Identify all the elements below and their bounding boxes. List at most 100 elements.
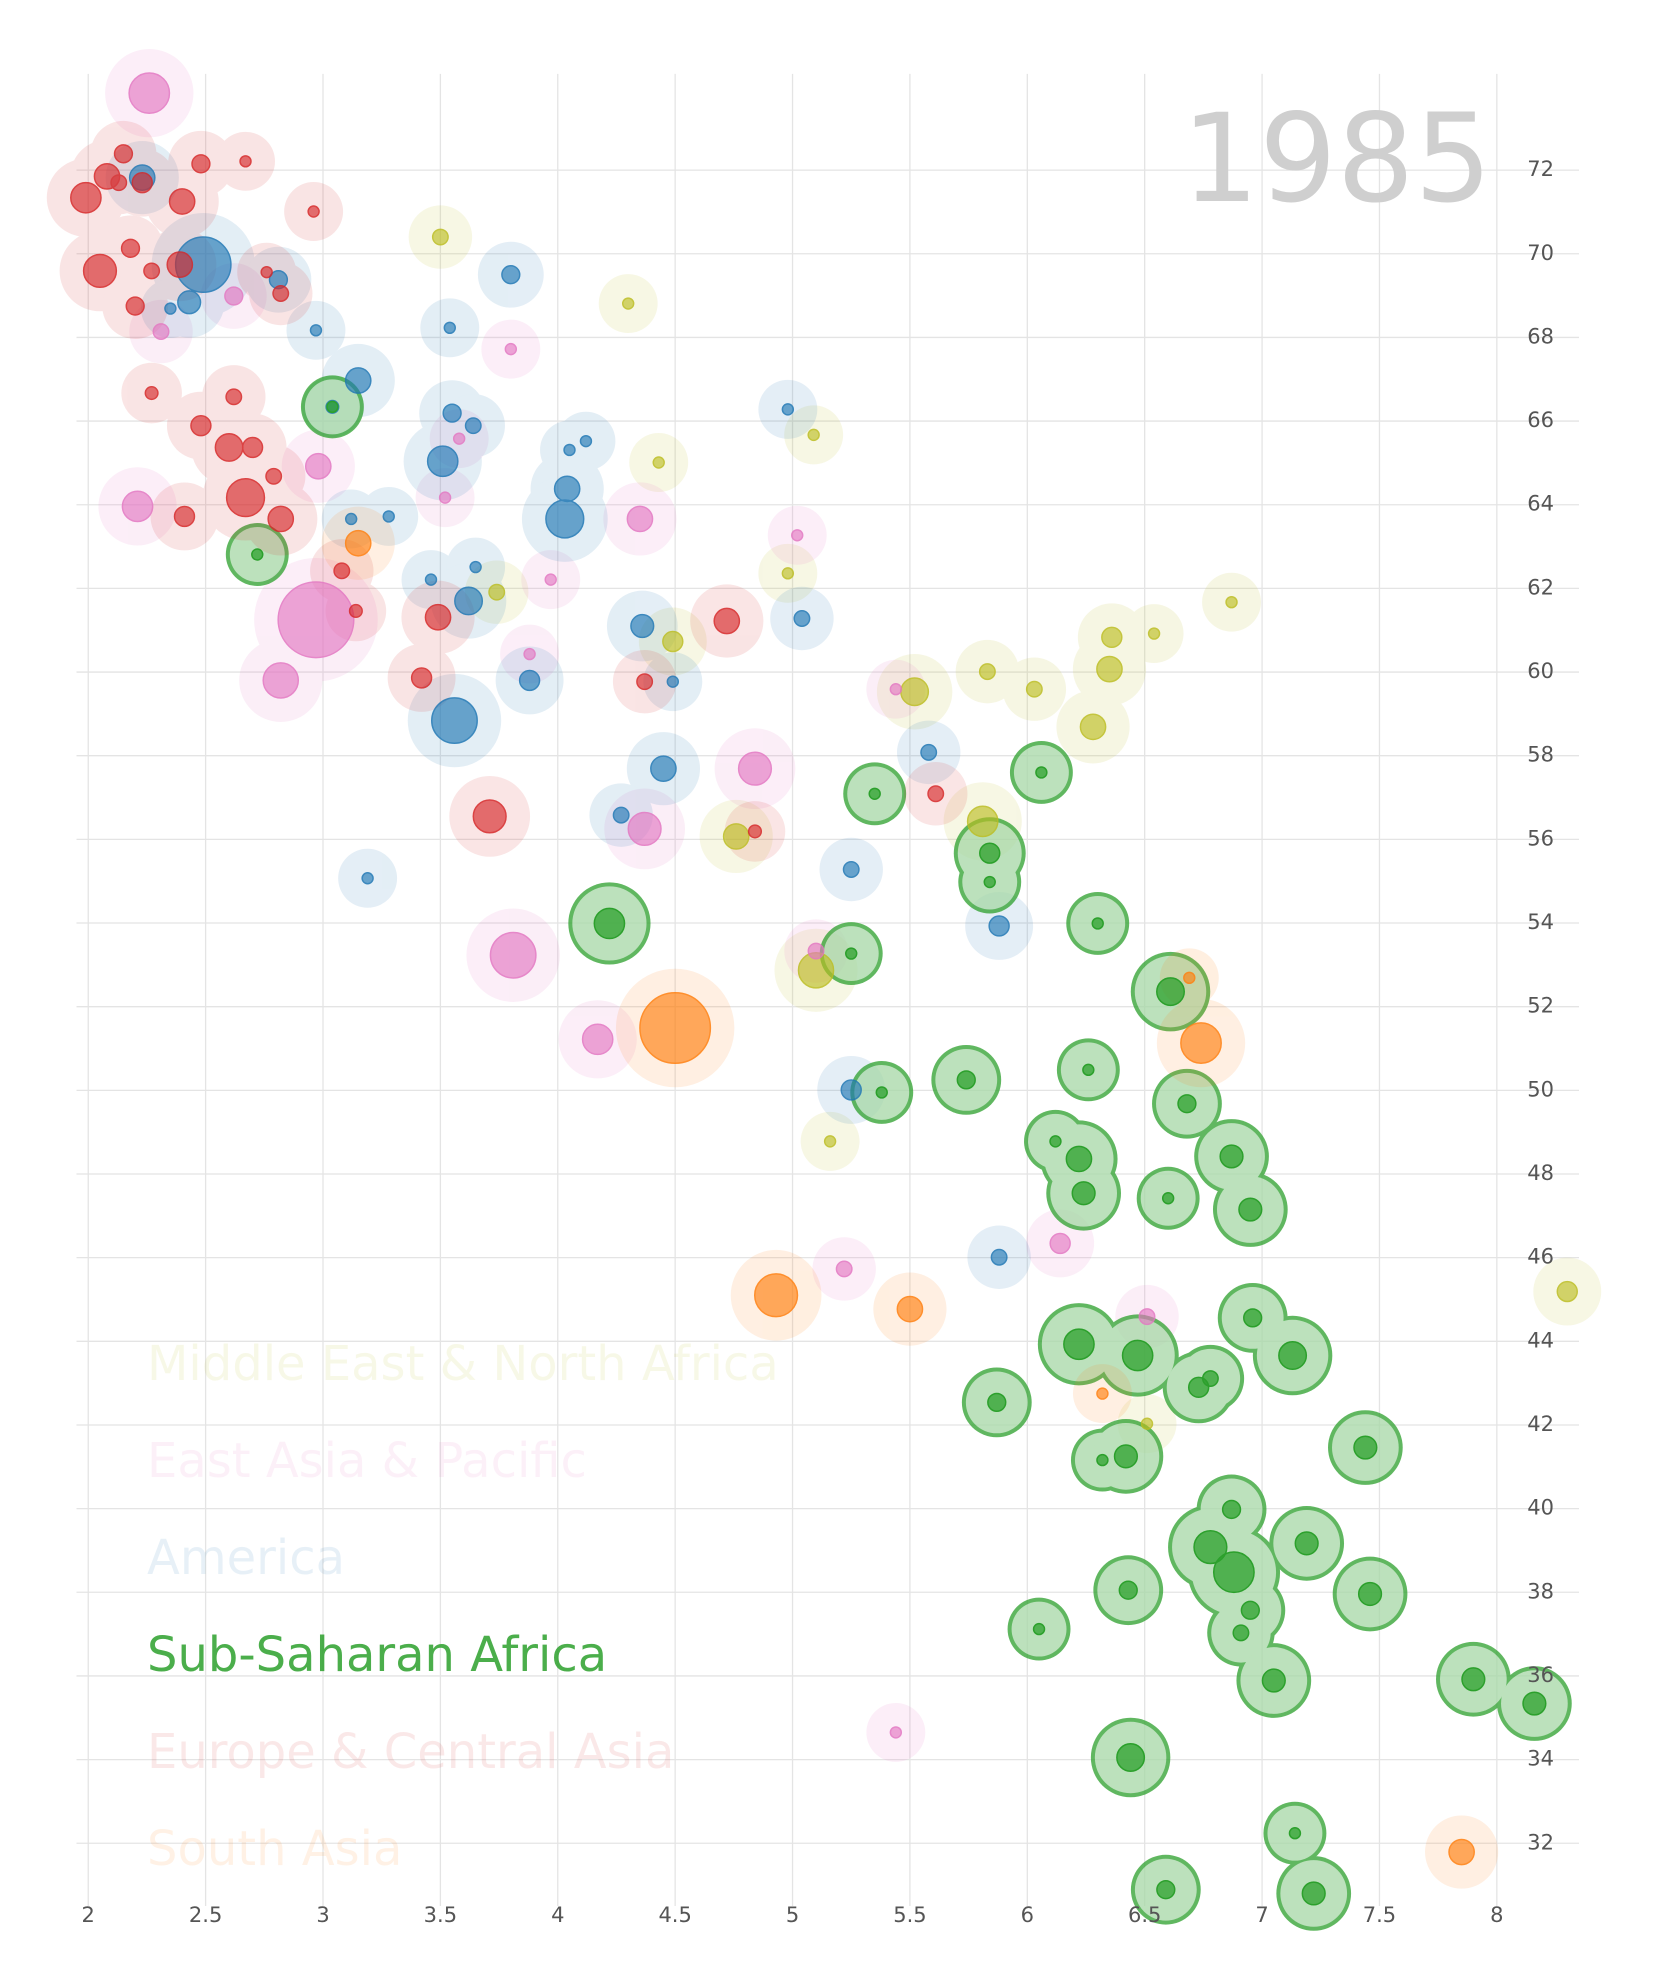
bubble: [410, 667, 433, 689]
y-tick-label: 60: [1527, 659, 1554, 683]
x-tick-label: 5: [786, 1903, 799, 1927]
bubble: [523, 647, 536, 661]
bubble: [1448, 1838, 1475, 1866]
bubble: [630, 613, 655, 639]
bubble: [990, 1248, 1008, 1266]
bubble: [82, 253, 118, 289]
bubble: [454, 586, 484, 616]
bubble: [553, 475, 581, 503]
y-tick-label: 70: [1527, 241, 1554, 265]
bubble: [214, 432, 244, 462]
bubble: [868, 787, 881, 800]
bubble: [1243, 1308, 1263, 1328]
bubble: [143, 262, 161, 280]
bubble: [791, 529, 804, 542]
bubble: [426, 445, 459, 478]
y-tick-label: 72: [1527, 157, 1554, 181]
bubble: [307, 205, 320, 218]
bubble: [431, 228, 449, 246]
bubble: [1140, 1417, 1154, 1430]
bubble: [842, 861, 860, 878]
bubble: [267, 505, 295, 533]
bubble: [464, 417, 482, 435]
bubble: [424, 573, 438, 586]
bubble: [272, 285, 290, 302]
bubble: [1357, 1581, 1383, 1607]
x-tick-label: 7: [1255, 1903, 1268, 1927]
bubble: [1278, 1341, 1308, 1371]
bubble: [1240, 1600, 1260, 1620]
bubble: [983, 875, 996, 889]
bubble: [277, 581, 355, 659]
bubble: [835, 1260, 853, 1278]
bubble: [650, 755, 677, 783]
y-tick-label: 42: [1527, 1412, 1554, 1436]
y-tick-label: 32: [1527, 1830, 1554, 1854]
bubble: [927, 785, 945, 803]
y-tick-label: 58: [1527, 743, 1554, 767]
bubble: [1177, 1094, 1197, 1114]
x-tick-label: 2: [82, 1903, 95, 1927]
bubble: [1116, 1743, 1146, 1772]
bubble: [900, 677, 930, 707]
bubble: [1187, 1376, 1210, 1399]
bubble: [579, 434, 593, 448]
y-tick-label: 48: [1527, 1161, 1554, 1185]
bubble: [1032, 1622, 1046, 1636]
bubble: [1121, 1339, 1154, 1372]
bubble: [120, 238, 141, 258]
bubble: [987, 1392, 1007, 1413]
region-bubbles: [344, 529, 1475, 1866]
bubble: [807, 428, 820, 442]
y-tick-label: 64: [1527, 492, 1554, 516]
bubble: [501, 265, 521, 285]
bubble: [1118, 1580, 1138, 1600]
x-tick-label: 2.5: [189, 1903, 222, 1927]
x-tick-label: 7.5: [1363, 1903, 1396, 1927]
bubble: [472, 799, 507, 834]
bubble: [1522, 1691, 1547, 1716]
bubble: [348, 603, 363, 619]
bubble: [265, 467, 283, 485]
bubble: [304, 452, 332, 480]
bubble: [1288, 1827, 1302, 1840]
bubble: [1161, 1192, 1175, 1205]
region-bubbles: [70, 144, 945, 839]
bubble: [309, 324, 323, 337]
bubble: [191, 154, 211, 174]
bubble: [793, 610, 811, 627]
x-tick-label: 6.5: [1128, 1903, 1161, 1927]
bubble: [1096, 655, 1123, 683]
bubble: [431, 697, 478, 745]
bubble: [639, 992, 712, 1064]
bubble: [1225, 595, 1238, 609]
bubble: [489, 931, 537, 979]
bubble: [1461, 1667, 1486, 1692]
bubble: [621, 297, 635, 310]
bubble: [1301, 1881, 1326, 1906]
year-label: 1985: [1182, 88, 1492, 230]
y-tick-label: 56: [1527, 826, 1554, 850]
bubble: [1096, 1453, 1109, 1467]
y-tick-label: 62: [1527, 575, 1554, 599]
bubble: [1183, 971, 1196, 985]
x-tick-label: 5.5: [893, 1903, 926, 1927]
bubble: [753, 1273, 799, 1318]
bubble: [382, 510, 395, 523]
x-tick-label: 3: [316, 1903, 329, 1927]
bubble: [442, 403, 462, 423]
bubble: [70, 181, 102, 214]
bubble: [1147, 627, 1161, 640]
bubble: [113, 144, 134, 164]
bubble: [956, 1070, 976, 1090]
axes: 2 2.5 3 3.5 4 4.5 5 5.5 6 6.5 7 7.5 8 32 34 36 38 40 42 44 4…: [82, 157, 1554, 1927]
region-bubbles: [128, 164, 1010, 1266]
bubble: [1091, 917, 1104, 930]
bubble: [544, 573, 557, 586]
bubble: [239, 155, 252, 168]
bubble: [1063, 1328, 1095, 1361]
legend-label: Europe & Central Asia: [147, 1724, 674, 1780]
bubble: [1035, 766, 1048, 779]
bubble: [920, 743, 938, 761]
bubble: [110, 174, 128, 192]
